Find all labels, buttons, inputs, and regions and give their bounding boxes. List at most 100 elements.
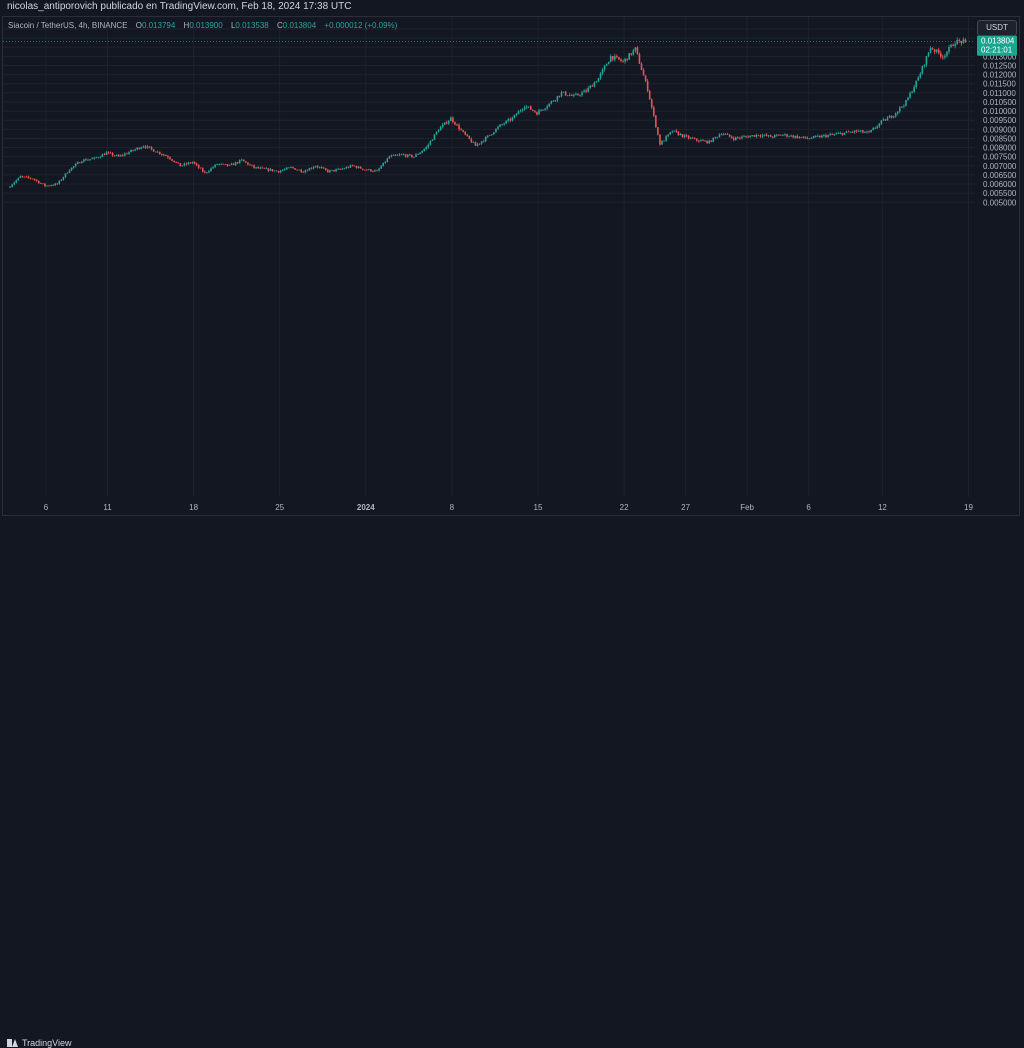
candle-body — [165, 155, 167, 157]
candle-body — [609, 56, 612, 62]
candle-body — [482, 141, 485, 142]
time-axis: 6 11 18 25 2024 8 15 22 27 Feb 6 12 19 — [44, 503, 974, 512]
candle-body — [138, 147, 141, 149]
candle-body — [46, 185, 48, 187]
candle-body — [554, 100, 557, 101]
candle-body — [193, 162, 196, 164]
candle-body — [872, 128, 874, 130]
candle-body — [843, 132, 846, 135]
candle-body — [855, 130, 858, 132]
candle-body — [698, 140, 700, 142]
candle-body — [745, 136, 747, 138]
candle-body — [284, 169, 286, 171]
candle-body — [937, 49, 940, 54]
candle-body — [800, 136, 803, 138]
candle-body — [439, 127, 442, 131]
candle-body — [568, 95, 571, 97]
candle-body — [853, 130, 856, 133]
time-tick-label: 25 — [275, 503, 284, 512]
candle-body — [864, 132, 866, 134]
candle-body — [687, 135, 690, 139]
candle-body — [696, 138, 698, 141]
candle-body — [933, 49, 936, 52]
candle-body — [521, 109, 524, 111]
candle-body — [702, 140, 704, 142]
candle-body — [378, 168, 380, 171]
footer: TradingView — [0, 517, 1024, 1048]
publisher-text: nicolas_antiporovich publicado en Tradin… — [7, 1, 352, 12]
candle-body — [835, 133, 838, 135]
candle-body — [653, 107, 655, 116]
candle-body — [91, 158, 93, 160]
candle-body — [525, 106, 528, 108]
candle-body — [925, 56, 928, 65]
candle-body — [134, 149, 136, 151]
candle-body — [146, 146, 149, 148]
candle-body — [896, 111, 899, 114]
candle-body — [757, 134, 760, 136]
candle-body — [58, 180, 61, 185]
candle-body — [755, 134, 758, 137]
candle-body — [675, 130, 678, 132]
candle-body — [677, 131, 680, 136]
candle-body — [366, 169, 368, 171]
candle-body — [349, 165, 352, 168]
candle-body — [66, 172, 69, 174]
candle-body — [54, 183, 56, 186]
candle-body — [372, 171, 374, 173]
candle-body — [325, 168, 327, 170]
candle-body — [956, 39, 958, 45]
candle-body — [206, 172, 208, 174]
candle-body — [240, 159, 243, 161]
candle-body — [361, 168, 364, 170]
price-tick-label: 0.010500 — [983, 98, 1017, 107]
candle-body — [210, 168, 212, 171]
candle-body — [130, 149, 132, 153]
candle-body — [42, 183, 44, 185]
candle-body — [456, 124, 458, 126]
candle-body — [792, 135, 794, 138]
candle-body — [70, 167, 73, 171]
candle-body — [607, 61, 610, 65]
last-price-badge: 0.013804 02:21:01 — [977, 35, 1017, 56]
symbol-name[interactable]: Siacoin / TetherUS, 4h, BINANCE — [8, 21, 128, 30]
candle-body — [460, 129, 462, 131]
low-value: 0.013538 — [235, 21, 269, 30]
candle-body — [316, 166, 319, 168]
candle-body — [612, 56, 614, 60]
countdown-label: 02:21:01 — [981, 46, 1013, 55]
candle-body — [890, 115, 893, 118]
time-tick-label: 18 — [189, 503, 198, 512]
candle-body — [333, 169, 335, 172]
candle-body — [435, 131, 438, 135]
candle-body — [454, 122, 456, 125]
candle-body — [107, 152, 110, 154]
candle-body — [773, 134, 776, 138]
candle-body — [15, 180, 18, 183]
candle-body — [376, 170, 378, 172]
candle-body — [849, 131, 852, 133]
candle-body — [527, 106, 530, 108]
currency-button[interactable]: USDT — [977, 20, 1017, 36]
candle-body — [277, 171, 280, 173]
candle-body — [175, 162, 177, 163]
candle-body — [81, 161, 83, 164]
candle-body — [753, 135, 756, 137]
candle-body — [909, 92, 911, 98]
candle-body — [827, 135, 829, 138]
candle-body — [234, 162, 237, 165]
candle-body — [368, 169, 370, 171]
candle-body — [648, 91, 651, 100]
candle-body — [558, 95, 561, 97]
candle-body — [404, 154, 407, 157]
candle-body — [448, 120, 450, 124]
time-tick-label: 2024 — [357, 503, 375, 512]
candle-body — [710, 140, 712, 142]
candlestick-chart[interactable]: 0.0145000.0140000.0135000.0130000.012500… — [0, 0, 1024, 537]
candle-body — [530, 106, 532, 110]
candle-body — [486, 135, 489, 137]
candle-body — [540, 110, 542, 111]
candle-body — [220, 163, 223, 165]
candle-body — [823, 135, 825, 136]
tradingview-logo[interactable]: TradingView — [7, 1038, 72, 1048]
